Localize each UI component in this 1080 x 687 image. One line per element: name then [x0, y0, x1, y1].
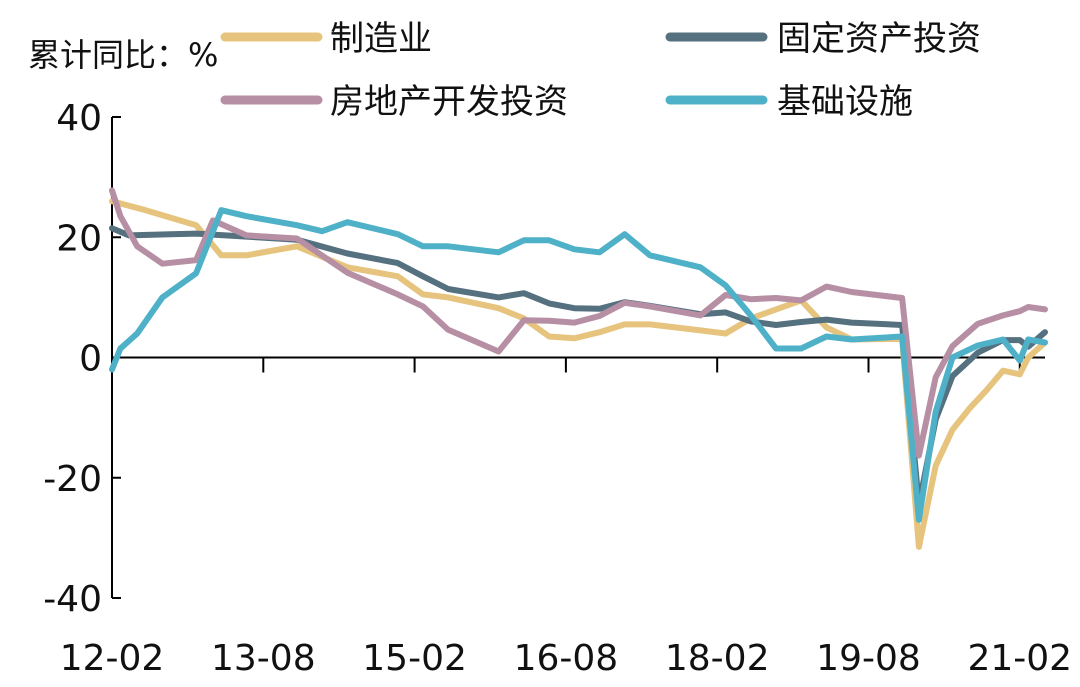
series-line-基础设施	[109, 207, 1048, 523]
y-tick-label: -40	[43, 579, 102, 620]
y-tick-label: -20	[43, 459, 102, 500]
unit-label: 累计同比：%	[28, 36, 218, 74]
series-line-房地产开发投资	[109, 187, 1048, 459]
plot-area	[109, 187, 1048, 550]
legend-label: 固定资产投资	[777, 19, 981, 59]
x-tick-label: 19-08	[816, 638, 921, 679]
y-tick-label: 40	[56, 98, 102, 139]
x-tick-label: 21-02	[967, 638, 1072, 679]
legend-label: 基础设施	[777, 82, 913, 122]
x-tick-label: 13-08	[211, 638, 316, 679]
y-tick-label: 0	[79, 339, 102, 380]
x-tick-label: 12-02	[60, 638, 165, 679]
axes: 40 20 0 -20 -40 12-02 13-08 15-02 16-08 18-02 19-0…	[43, 98, 1072, 679]
legend-label: 房地产开发投资	[330, 82, 568, 122]
x-tick-label: 15-02	[362, 638, 467, 679]
legend-label: 制造业	[330, 19, 432, 59]
y-tick-label: 20	[56, 218, 102, 259]
x-tick-label: 16-08	[514, 638, 619, 679]
x-tick-label: 18-02	[665, 638, 770, 679]
